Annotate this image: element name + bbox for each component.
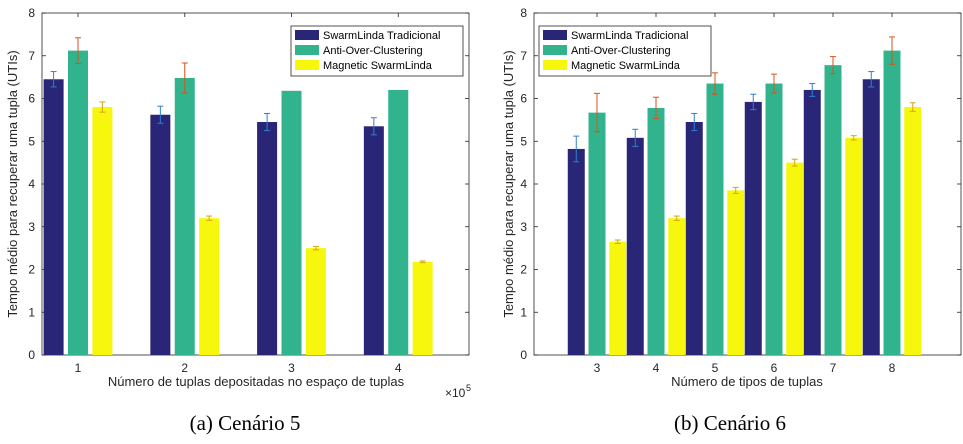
x-axis-label: Número de tipos de tuplas [671,374,823,389]
bar [305,248,326,355]
bar [845,137,863,355]
x-axis-label: Número de tuplas depositadas no espaço d… [108,374,405,389]
bar [609,241,627,355]
legend-swatch [543,45,567,55]
bar [765,83,783,355]
bar [412,261,433,355]
x-tick-label: 8 [889,361,896,375]
legend-swatch [295,30,319,40]
legend-label: SwarmLinda Tradicional [323,30,440,42]
y-tick-label: 6 [28,92,35,106]
legend: SwarmLinda Tradicional Anti-Over-Clusteri… [538,25,712,77]
y-tick-label: 0 [28,348,35,362]
bar [862,79,880,355]
x-tick-label: 6 [771,361,778,375]
legend-swatch [543,30,567,40]
legend-label: Magnetic SwarmLinda [323,60,433,72]
legend-box [290,25,464,77]
legend-label: Anti-Over-Clustering [571,45,671,57]
legend-swatch [295,60,319,70]
bar [727,190,745,355]
x-tick-label: 4 [395,361,402,375]
bar [647,107,665,355]
bar [588,112,606,355]
x-tick-label: 1 [75,361,82,375]
legend-label: Magnetic SwarmLinda [571,60,681,72]
y-tick-label: 2 [28,263,35,277]
bar [803,89,821,355]
bar [744,101,762,355]
y-tick-label: 3 [28,220,35,234]
y-tick-label: 5 [520,134,527,148]
y-tick-label: 7 [28,49,35,63]
y-tick-label: 6 [520,92,527,106]
bar [199,218,220,355]
bar [883,50,901,356]
y-tick-label: 1 [28,305,35,319]
bar [685,122,703,355]
bar [68,50,88,356]
chart-cenario-5: 0 1 2 3 4 5 6 7 8 1 2 3 4 SwarmLinda Tradicional Anti-… [5,6,471,435]
y-tick-label: 7 [520,49,527,63]
x-tick-label: 4 [653,361,660,375]
bar [363,126,384,355]
y-tick-label: 3 [520,220,527,234]
bar [92,107,113,355]
legend-swatch [295,45,319,55]
bar [281,90,302,356]
y-tick-label: 5 [28,134,35,148]
y-tick-label: 2 [520,263,527,277]
bar [904,107,922,355]
bar [668,218,686,355]
legend-label: Anti-Over-Clustering [323,45,423,57]
bar [626,137,644,355]
figure-caption: (a) Cenário 5 [190,411,301,435]
bar [174,77,195,355]
bar [43,79,64,355]
x-axis-multiplier: ×10 [445,386,466,400]
y-tick-label: 4 [520,177,527,191]
bar [824,65,842,355]
legend-label: SwarmLinda Tradicional [571,30,688,42]
y-tick-label: 8 [520,6,527,20]
bar [150,114,171,356]
y-tick-label: 1 [520,305,527,319]
bar [567,148,585,355]
x-tick-label: 3 [288,361,295,375]
chart-cenario-6: 0 1 2 3 4 5 6 7 8 3 4 5 6 7 8 SwarmLinda Tradicional Ant… [501,6,962,435]
x-tick-label: 2 [181,361,188,375]
legend: SwarmLinda Tradicional Anti-Over-Clusteri… [290,25,464,77]
y-tick-label: 8 [28,6,35,20]
y-axis-label: Tempo médio para recuperar uma tupla (UT… [501,50,516,317]
legend-box [538,25,712,77]
y-tick-label: 0 [520,348,527,362]
x-tick-label: 3 [594,361,601,375]
x-tick-label: 5 [712,361,719,375]
legend-swatch [543,60,567,70]
y-tick-label: 4 [28,177,35,191]
bar [706,83,724,355]
x-tick-label: 7 [830,361,837,375]
bar [786,162,804,355]
figure-caption: (b) Cenário 6 [674,411,786,435]
y-axis-label: Tempo médio para recuperar uma tupla (UT… [5,50,20,317]
bar [388,89,409,355]
x-axis-multiplier-exponent: 5 [466,383,471,393]
bar [257,122,278,355]
